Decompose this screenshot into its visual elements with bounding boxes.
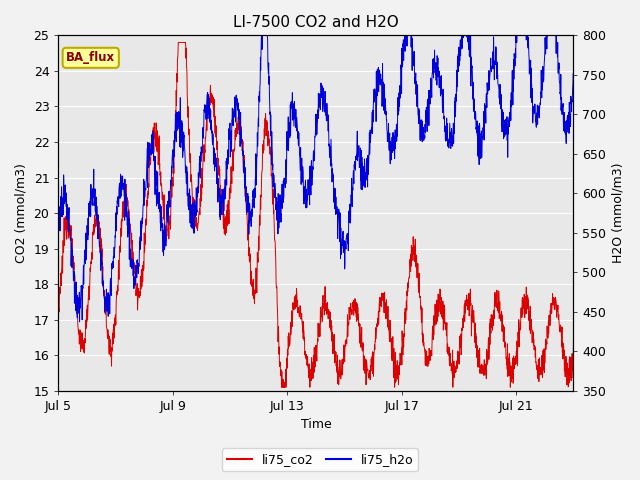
Y-axis label: H2O (mmol/m3): H2O (mmol/m3) — [612, 163, 625, 264]
X-axis label: Time: Time — [301, 419, 332, 432]
Legend: li75_co2, li75_h2o: li75_co2, li75_h2o — [221, 448, 419, 471]
Text: BA_flux: BA_flux — [66, 51, 115, 64]
Y-axis label: CO2 (mmol/m3): CO2 (mmol/m3) — [15, 163, 28, 263]
Title: LI-7500 CO2 and H2O: LI-7500 CO2 and H2O — [233, 15, 399, 30]
